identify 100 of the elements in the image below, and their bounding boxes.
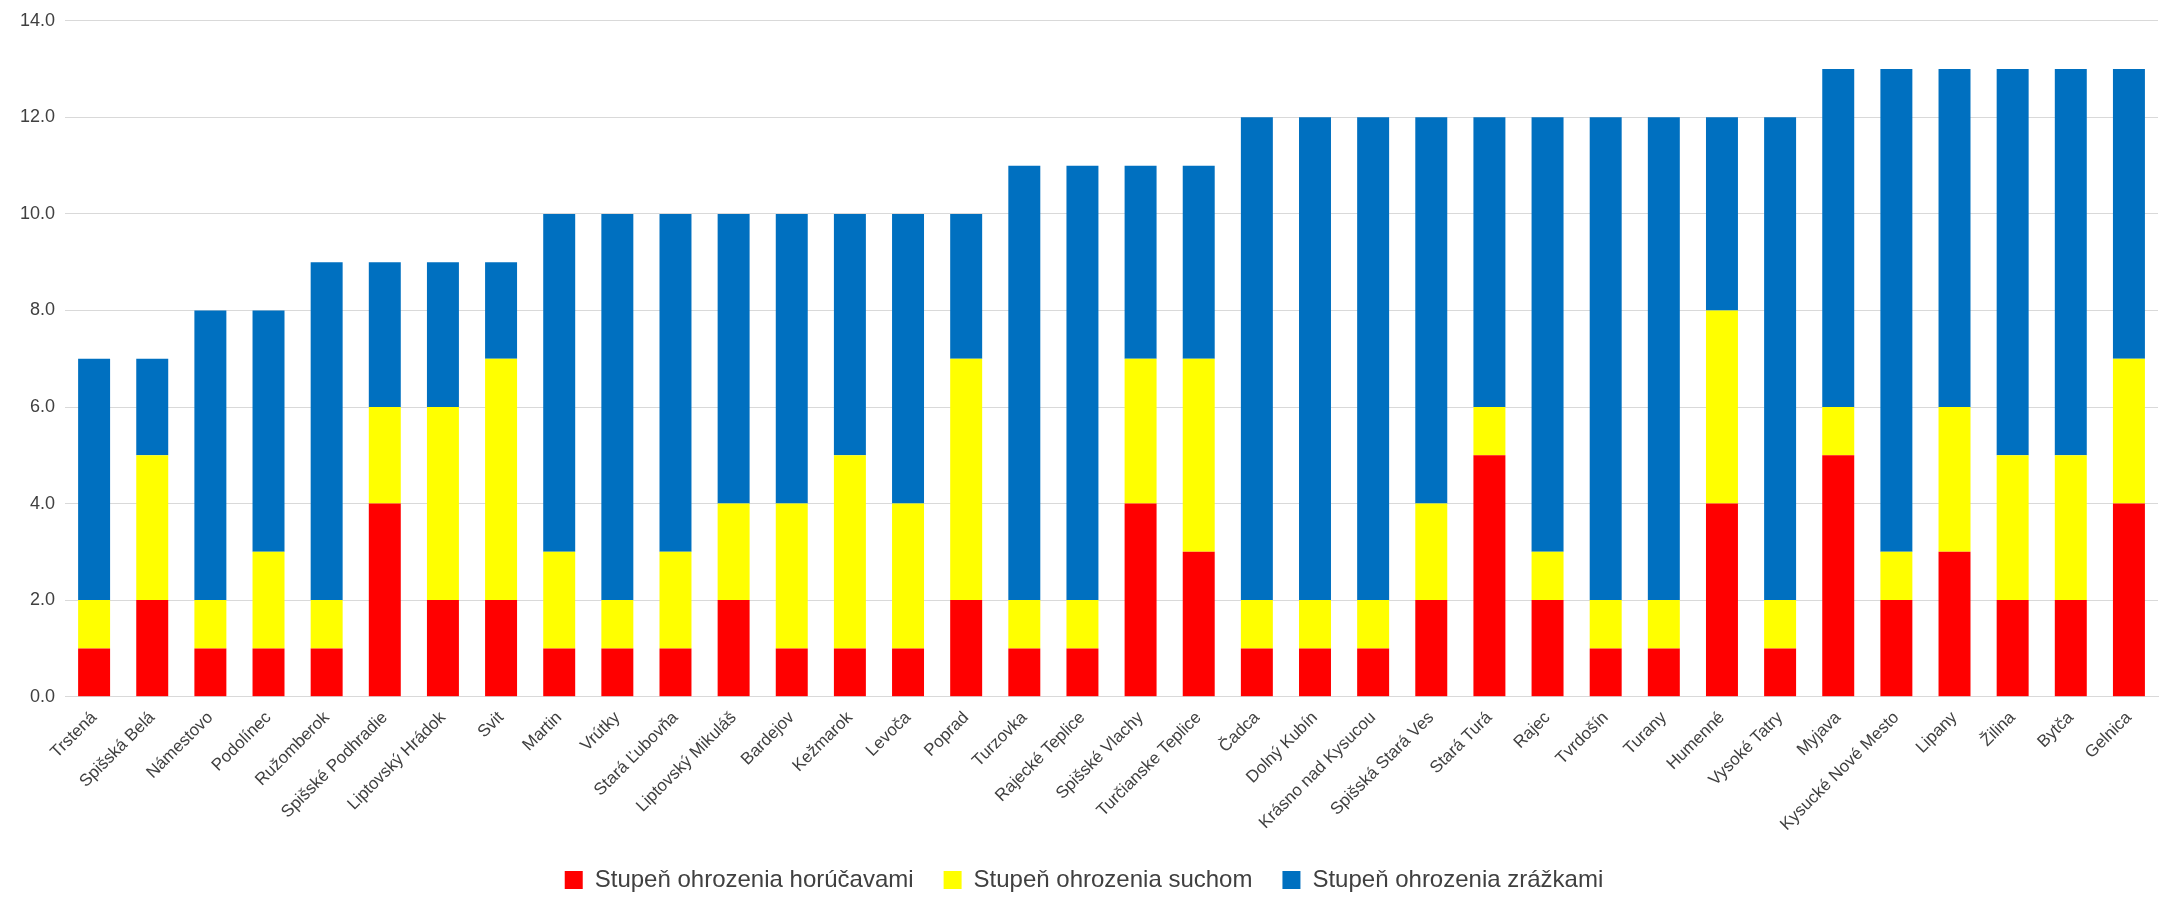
bar (1764, 600, 1797, 649)
bar (194, 600, 227, 649)
bar (194, 648, 227, 697)
bar (426, 262, 459, 408)
legend-label: Stupeň ohrozenia horúčavami (594, 864, 914, 892)
bar (1240, 648, 1273, 697)
bar (601, 648, 634, 697)
bar (1008, 600, 1041, 649)
bar (1357, 600, 1390, 649)
bar (1938, 407, 1971, 552)
bar (310, 648, 343, 697)
bar (1415, 600, 1448, 697)
bar (1822, 69, 1855, 408)
bar (2054, 455, 2087, 601)
bar (892, 648, 925, 697)
bar (1473, 117, 1506, 408)
bar (543, 213, 576, 552)
y-tick-label: 14.0 (19, 9, 56, 30)
bar (1473, 407, 1506, 456)
bar (1473, 455, 1506, 697)
bar (2112, 503, 2145, 697)
bar (1415, 117, 1448, 504)
bar (1240, 600, 1273, 649)
bar (1124, 358, 1157, 504)
bar (659, 648, 692, 697)
bar (310, 600, 343, 649)
bar (1415, 503, 1448, 601)
bar (368, 262, 401, 408)
bar (368, 503, 401, 697)
bar (1124, 503, 1157, 697)
bar (601, 213, 634, 601)
bar (1647, 600, 1680, 649)
bar (252, 648, 285, 697)
bar (1008, 165, 1041, 601)
bar (775, 648, 808, 697)
bar (485, 600, 518, 697)
bar (136, 358, 169, 456)
bar (1705, 310, 1738, 504)
bar (310, 262, 343, 601)
bar (950, 600, 983, 697)
bar (1880, 551, 1913, 601)
bar (1066, 165, 1099, 601)
bar (1938, 69, 1971, 408)
bar (1531, 551, 1564, 601)
bar (1531, 117, 1564, 552)
bar (775, 503, 808, 649)
bar (659, 551, 692, 649)
bar (78, 358, 111, 601)
y-tick-label: 6.0 (30, 395, 56, 416)
y-tick-label: 2.0 (30, 589, 56, 610)
bar (543, 648, 576, 697)
bar (252, 551, 285, 649)
bar (78, 648, 111, 697)
bar (1880, 600, 1913, 697)
bar (775, 213, 808, 504)
bar (78, 600, 111, 649)
bar (950, 213, 983, 359)
bar (1705, 503, 1738, 697)
bar (1996, 600, 2029, 697)
y-tick-label: 12.0 (19, 106, 56, 127)
bar (1182, 165, 1215, 359)
bar (1182, 551, 1215, 697)
bar (1066, 600, 1099, 649)
bar (1357, 648, 1390, 697)
bar (252, 310, 285, 552)
x-tick-label: Svit (473, 707, 508, 742)
y-tick-label: 4.0 (30, 492, 56, 513)
bar (1647, 648, 1680, 697)
bar (1182, 358, 1215, 552)
bar (1996, 455, 2029, 601)
bar (1008, 648, 1041, 697)
bar (1705, 117, 1738, 311)
bar (1822, 455, 1855, 697)
bar (1589, 600, 1622, 649)
y-tick-label: 8.0 (30, 299, 56, 320)
bar (1357, 117, 1390, 601)
bar (368, 407, 401, 504)
bar (717, 213, 750, 504)
bar (1066, 648, 1099, 697)
bar (717, 600, 750, 697)
bar (426, 407, 459, 601)
bar (1240, 117, 1273, 601)
bar (1299, 600, 1331, 649)
bar (426, 600, 459, 697)
bar (717, 503, 750, 601)
bar (833, 648, 866, 697)
bar (1589, 648, 1622, 697)
bar (2112, 358, 2145, 504)
bar (892, 213, 925, 504)
legend-label: Stupeň ohrozenia suchom (973, 864, 1253, 892)
bar (194, 310, 227, 601)
bar (1124, 165, 1157, 359)
bar (2054, 600, 2087, 697)
y-tick-label: 10.0 (19, 202, 56, 223)
bar (1531, 600, 1564, 697)
bar (136, 455, 169, 601)
bar (2054, 69, 2087, 456)
bar (1647, 117, 1680, 601)
bar (1764, 648, 1797, 697)
bar (2112, 69, 2145, 359)
